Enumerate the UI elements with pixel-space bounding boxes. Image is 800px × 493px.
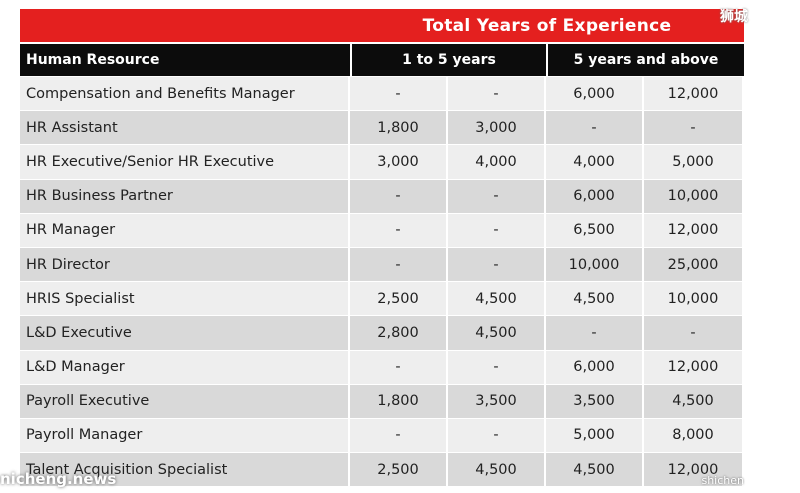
table-cell: 4,500 [448, 281, 546, 316]
table-cell: - [350, 178, 448, 213]
watermark-bottom-left: nicheng.news [0, 470, 117, 488]
table-cell: - [350, 246, 448, 282]
table-cell: 1,800 [350, 110, 448, 145]
table-cell: 12,000 [644, 76, 742, 111]
table-row: Compensation and Benefits Manager - -6,000… [20, 76, 744, 111]
table-row: HR Manager - -6,500 12,000 [20, 212, 744, 247]
watermark-bottom-right: shichen [701, 474, 744, 487]
row-label: Compensation and Benefits Manager [20, 76, 350, 111]
table-cell: 2,800 [350, 315, 448, 350]
table-cell: 10,000 [644, 281, 742, 316]
table-cell: 4,500 [644, 383, 742, 418]
row-label: HR Director [20, 246, 350, 282]
row-label: L&D Executive [20, 315, 350, 350]
row-label: HRIS Specialist [20, 281, 350, 316]
header-1-to-5-years: 1 to 5 years [350, 44, 546, 76]
row-label: Talent Acquisition Specialist [20, 452, 350, 487]
table-row: L&D Manager - -6,000 12,000 [20, 349, 744, 384]
table-header: Human Resource 1 to 5 years 5 years and … [20, 44, 744, 76]
row-label: L&D Manager [20, 349, 350, 384]
table-cell: - [644, 110, 742, 145]
row-label: HR Executive/Senior HR Executive [20, 144, 350, 179]
table-row: HR Business Partner - -6,000 10,000 [20, 178, 744, 213]
table-row: Payroll Manager - -5,000 8,000 [20, 417, 744, 453]
table-cell: - [350, 212, 448, 247]
table-cell: - [448, 349, 546, 384]
table-cell: 3,000 [448, 110, 546, 145]
table-cell: - [448, 246, 546, 282]
table-row: HR Director - -10,000 25,000 [20, 246, 744, 282]
table-cell: - [546, 110, 644, 145]
table-row: HR Executive/Senior HR Executive 3,000 4,0… [20, 144, 744, 179]
table-cell: 10,000 [546, 246, 644, 282]
table-cell: 6,000 [546, 178, 644, 213]
table-cell: - [448, 178, 546, 213]
table-row: Payroll Executive 1,800 3,500 3,500 4,500 [20, 383, 744, 418]
salary-table: Total Years of Experience Human Resource… [20, 9, 744, 487]
table-row: L&D Executive 2,800 4,500- - [20, 315, 744, 350]
table-cell: 10,000 [644, 178, 742, 213]
table-cell: 1,800 [350, 383, 448, 418]
table-cell: 4,000 [448, 144, 546, 179]
table-cell: 12,000 [644, 349, 742, 384]
table-cell: 5,000 [644, 144, 742, 179]
table-cell: - [350, 349, 448, 384]
table-cell: - [448, 417, 546, 453]
table-cell: 3,500 [448, 383, 546, 418]
table-row: HR Assistant 1,800 3,000- - [20, 110, 744, 145]
row-label: HR Business Partner [20, 178, 350, 213]
row-label: Payroll Manager [20, 417, 350, 453]
header-5-years-and-above: 5 years and above [546, 44, 744, 76]
table-cell: 4,500 [448, 452, 546, 487]
table-row: Talent Acquisition Specialist 2,500 4,500 4… [20, 452, 744, 487]
table-cell: - [350, 417, 448, 453]
table-cell: - [448, 212, 546, 247]
table-cell: - [448, 76, 546, 111]
table-cell: 8,000 [644, 417, 742, 453]
table-cell: - [644, 315, 742, 350]
table-cell: 6,000 [546, 349, 644, 384]
table-cell: 3,000 [350, 144, 448, 179]
table-cell: 4,500 [448, 315, 546, 350]
table-cell: 5,000 [546, 417, 644, 453]
super-header-band: Total Years of Experience [20, 9, 744, 42]
table-body: Compensation and Benefits Manager - -6,000… [20, 76, 744, 487]
table-cell: 3,500 [546, 383, 644, 418]
table-cell: 12,000 [644, 452, 742, 487]
table-cell: 25,000 [644, 246, 742, 282]
table-cell: 4,500 [546, 452, 644, 487]
super-header-title: Total Years of Experience [422, 15, 672, 36]
table-cell: 6,500 [546, 212, 644, 247]
table-row: HRIS Specialist 2,500 4,500 4,500 10,000 [20, 281, 744, 316]
table-cell: - [350, 76, 448, 111]
table-cell: - [546, 315, 644, 350]
header-human-resource: Human Resource [26, 52, 160, 68]
table-cell: 4,500 [546, 281, 644, 316]
table-cell: 6,000 [546, 76, 644, 111]
table-cell: 12,000 [644, 212, 742, 247]
table-cell: 2,500 [350, 281, 448, 316]
watermark-top-right: 狮城 [720, 9, 748, 25]
table-cell: 4,000 [546, 144, 644, 179]
row-label: HR Assistant [20, 110, 350, 145]
row-label: HR Manager [20, 212, 350, 247]
row-label: Payroll Executive [20, 383, 350, 418]
table-cell: 2,500 [350, 452, 448, 487]
